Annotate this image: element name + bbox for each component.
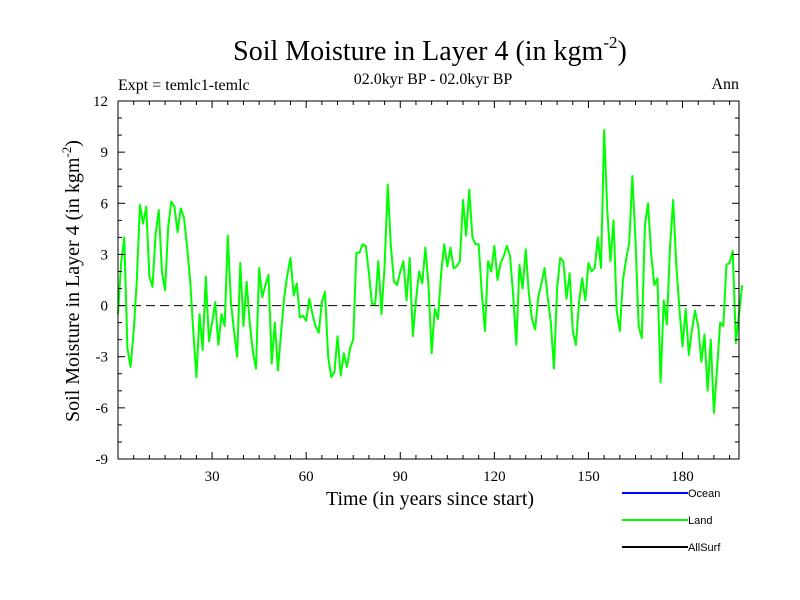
y-tick-label: 9 <box>101 145 109 161</box>
y-tick-label: 0 <box>101 299 109 315</box>
x-tick-label: 60 <box>299 469 314 485</box>
x-tick-label: 180 <box>671 469 694 485</box>
x-tick-label: 150 <box>577 469 600 485</box>
y-tick-label: 12 <box>93 94 108 110</box>
y-tick-label: -9 <box>96 452 109 468</box>
experiment-label: Expt = temlc1-temlc <box>118 77 250 94</box>
plot-frame <box>117 100 740 460</box>
y-tick-label: -3 <box>96 350 109 366</box>
x-tick-label: 30 <box>205 469 220 485</box>
chart-subtitle: 02.0kyr BP - 02.0kyr BP <box>354 71 513 88</box>
legend-label-ocean: Ocean <box>688 488 720 500</box>
x-axis-label: Time (in years since start) <box>326 488 534 510</box>
y-axis-label: Soil Moisture in Layer 4 (in kgm-2) <box>59 140 84 422</box>
series-line-land <box>117 128 744 414</box>
legend: Ocean Land AllSurf <box>622 488 721 554</box>
season-label: Ann <box>711 76 739 93</box>
axis-ticks <box>118 100 739 460</box>
legend-label-land: Land <box>688 515 712 527</box>
series-layer <box>117 128 744 414</box>
y-tick-label: 3 <box>101 247 109 263</box>
x-tick-label: 90 <box>393 469 408 485</box>
y-tick-label: 6 <box>101 196 109 212</box>
axis-tick-labels: 30 60 90 120 150 180 -9 -6 -3 0 3 6 9 12 <box>93 94 694 485</box>
chart-title: Soil Moisture in Layer 4 (in kgm-2) <box>233 33 627 67</box>
x-tick-label: 120 <box>483 469 506 485</box>
legend-label-allsurf: AllSurf <box>688 542 721 554</box>
y-tick-label: -6 <box>96 401 109 417</box>
